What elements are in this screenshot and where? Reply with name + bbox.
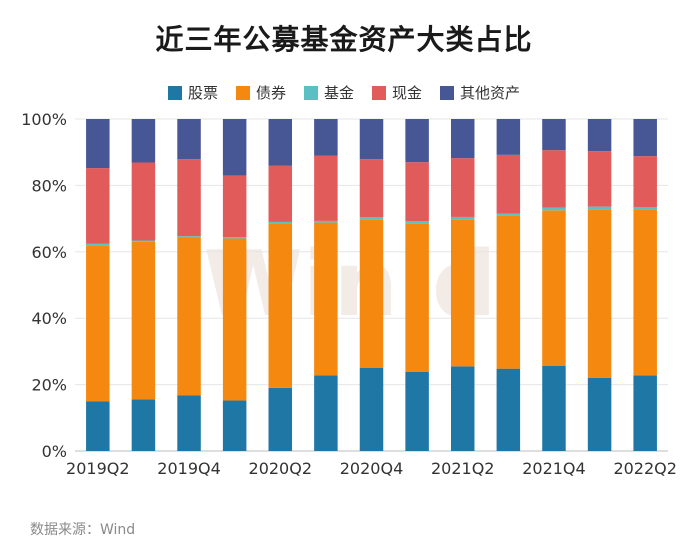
- y-tick-label: 40%: [31, 309, 67, 328]
- watermark: Win.d: [204, 232, 497, 337]
- bar-segment[interactable]: [633, 375, 657, 451]
- bar-segment[interactable]: [633, 207, 657, 210]
- bar-segment[interactable]: [131, 240, 156, 242]
- bar-segment[interactable]: [177, 236, 201, 238]
- bar-segment[interactable]: [542, 210, 566, 367]
- bar-segment[interactable]: [177, 237, 201, 396]
- bar-segment[interactable]: [131, 119, 156, 163]
- bar-segment[interactable]: [86, 401, 110, 451]
- bar-segment[interactable]: [359, 159, 384, 218]
- legend-swatch: [372, 85, 386, 100]
- bar-segment[interactable]: [222, 237, 247, 239]
- bar-segment[interactable]: [177, 119, 201, 160]
- bar-segment[interactable]: [314, 119, 338, 156]
- bar-segment[interactable]: [86, 168, 110, 244]
- bar-segment[interactable]: [268, 387, 293, 451]
- x-tick-label: 2020Q2: [249, 459, 313, 478]
- x-tick-label: 2021Q2: [431, 459, 495, 478]
- bar-segment[interactable]: [587, 206, 612, 210]
- x-tick-label: 2022Q2: [613, 459, 677, 478]
- bar-segment[interactable]: [450, 216, 475, 220]
- chart-title: 近三年公募基金资产大类占比: [155, 23, 533, 56]
- bar-segment[interactable]: [222, 400, 247, 451]
- bar-segment[interactable]: [633, 156, 657, 208]
- y-tick-label: 20%: [31, 376, 67, 395]
- x-tick-label: 2020Q4: [340, 459, 404, 478]
- bar-segment[interactable]: [496, 119, 521, 155]
- bar-segment[interactable]: [314, 220, 338, 223]
- bar-segment[interactable]: [633, 209, 657, 376]
- bar-segment[interactable]: [177, 395, 201, 451]
- bar-segment[interactable]: [314, 155, 338, 221]
- bar-segment[interactable]: [450, 219, 475, 367]
- x-tick-label: 2019Q2: [66, 459, 130, 478]
- y-tick-label: 0%: [42, 442, 67, 461]
- bar-segment[interactable]: [86, 119, 110, 169]
- legend-item[interactable]: 其他资产: [440, 82, 520, 103]
- bar-segment[interactable]: [587, 377, 612, 451]
- legend-label: 债券: [255, 84, 286, 102]
- bar-segment[interactable]: [405, 371, 429, 451]
- bar-segment[interactable]: [268, 223, 293, 388]
- bar-segment[interactable]: [268, 165, 293, 222]
- legend-swatch: [303, 85, 318, 100]
- bar-segment[interactable]: [86, 245, 110, 402]
- bar-segment[interactable]: [405, 119, 429, 163]
- bar-segment[interactable]: [496, 368, 521, 451]
- bar-segment[interactable]: [222, 175, 247, 238]
- bar-segment[interactable]: [405, 223, 429, 372]
- bar-segment[interactable]: [131, 399, 156, 451]
- x-tick-label: 2019Q4: [157, 459, 221, 478]
- bar-segment[interactable]: [496, 213, 521, 216]
- legend-item[interactable]: 债券: [235, 82, 286, 103]
- bar-segment[interactable]: [359, 119, 384, 160]
- bar-segment[interactable]: [542, 207, 566, 211]
- source-note: 数据来源：Wind: [30, 522, 136, 538]
- bar-segment[interactable]: [268, 119, 293, 166]
- legend-label: 股票: [187, 84, 218, 102]
- bar-segment[interactable]: [86, 243, 110, 246]
- bar-segment[interactable]: [587, 119, 612, 152]
- legend-item[interactable]: 现金: [372, 82, 422, 103]
- bar-segment[interactable]: [359, 219, 384, 368]
- bar-segment[interactable]: [450, 119, 475, 159]
- bar-segment[interactable]: [450, 366, 475, 451]
- legend: 股票 债券 基金 现金 其他资产: [0, 82, 688, 103]
- legend-label: 基金: [323, 84, 354, 102]
- y-tick-label: 60%: [31, 243, 67, 262]
- legend-swatch: [440, 85, 455, 100]
- bar-segment[interactable]: [268, 221, 293, 224]
- legend-label: 其他资产: [460, 84, 521, 102]
- bar-segment[interactable]: [587, 209, 612, 378]
- x-tick-label: 2021Q4: [522, 459, 586, 478]
- bar-segment[interactable]: [496, 215, 521, 369]
- bar-segment[interactable]: [542, 150, 566, 208]
- bar-segment[interactable]: [542, 119, 566, 151]
- bar-segment[interactable]: [131, 162, 156, 241]
- bar-segment[interactable]: [314, 222, 338, 376]
- legend-item[interactable]: 股票: [167, 82, 218, 103]
- bar-segment[interactable]: [131, 241, 156, 400]
- bar-segment[interactable]: [633, 119, 657, 157]
- y-tick-label: 80%: [31, 176, 67, 195]
- legend-swatch: [167, 85, 182, 100]
- legend-swatch: [235, 85, 250, 100]
- bar-segment[interactable]: [177, 159, 201, 237]
- bar-segment[interactable]: [359, 368, 384, 451]
- bar-segment[interactable]: [314, 375, 338, 451]
- y-tick-label: 100%: [21, 110, 67, 129]
- bar-segment[interactable]: [405, 221, 429, 224]
- bar-segment[interactable]: [542, 366, 566, 451]
- bar-segment[interactable]: [222, 119, 247, 176]
- bar-segment[interactable]: [450, 158, 475, 217]
- bar-segment[interactable]: [587, 151, 612, 207]
- bar-segment[interactable]: [405, 162, 429, 222]
- bar-segment[interactable]: [359, 217, 384, 220]
- legend-item[interactable]: 基金: [303, 82, 354, 103]
- bar-segment[interactable]: [222, 238, 247, 401]
- legend-label: 现金: [392, 84, 423, 102]
- bar-segment[interactable]: [496, 154, 521, 214]
